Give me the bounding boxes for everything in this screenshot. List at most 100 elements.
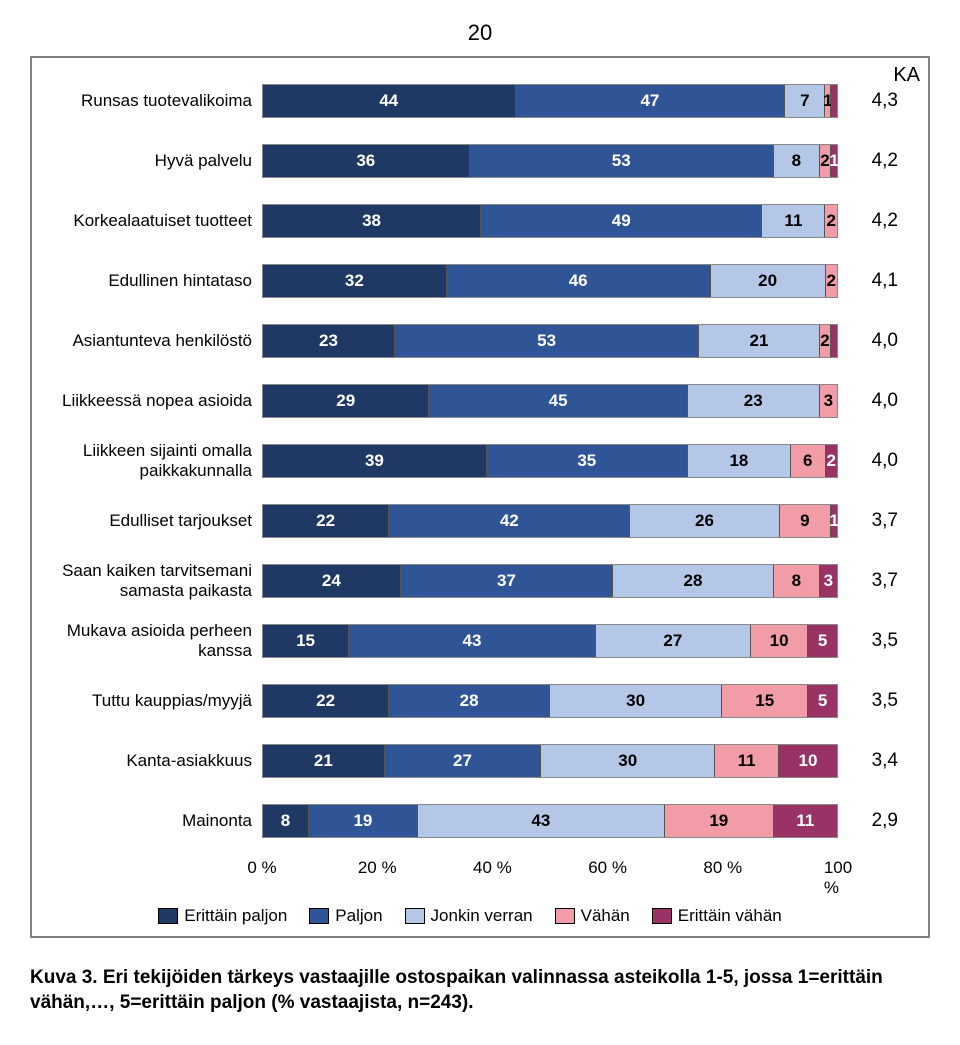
ka-value: 4,3 [838,90,898,112]
row-label: Runsas tuotevalikoima [42,91,262,111]
bar-track: 2127301110 [262,744,838,778]
legend-label: Erittäin paljon [184,906,287,926]
bar-segment: 38 [263,205,481,237]
page-number: 20 [30,20,930,46]
bar-segment: 18 [688,445,791,477]
bar-track: 819431911 [262,804,838,838]
ka-value: 4,2 [838,150,898,172]
row-label: Kanta-asiakkuus [42,751,262,771]
legend-label: Erittäin vähän [678,906,782,926]
legend-item: Erittäin vähän [652,906,782,926]
chart-row: Korkealaatuiset tuotteet38491124,2 [42,198,898,244]
bar-segment: 28 [613,565,774,597]
chart-row: Mainonta8194319112,9 [42,798,898,844]
chart-row: Edulliset tarjoukset224226913,7 [42,498,898,544]
bar-segment: 42 [389,505,630,537]
chart-row: Hyvä palvelu36538214,2 [42,138,898,184]
bar-track: 3246202 [262,264,838,298]
legend: Erittäin paljonPaljonJonkin verranVähänE… [42,906,898,926]
bar-segment: 3 [820,385,837,417]
legend-swatch [405,908,425,924]
bar-segment: 30 [541,745,715,777]
axis-tick: 100 % [824,858,852,898]
bar-segment: 26 [630,505,779,537]
bar-segment [831,325,837,357]
ka-value: 3,7 [838,570,898,592]
bar-segment: 27 [596,625,751,657]
bar-segment: 19 [309,805,418,837]
bar-segment: 47 [516,85,786,117]
axis-track: 0 %20 %40 %60 %80 %100 % [262,858,838,888]
ka-value: 4,0 [838,390,898,412]
chart-row: Edullinen hintataso32462024,1 [42,258,898,304]
bar-segment: 27 [385,745,542,777]
row-label: Edulliset tarjoukset [42,511,262,531]
bar-segment: 15 [722,685,808,717]
ka-value: 4,0 [838,450,898,472]
bar-segment: 1 [831,505,837,537]
bar-segment: 8 [774,565,820,597]
legend-item: Vähän [555,906,630,926]
bar-track: 222830155 [262,684,838,718]
ka-value: 2,9 [838,810,898,832]
axis-tick: 0 % [247,858,276,878]
legend-swatch [309,908,329,924]
row-label: Asiantunteva henkilöstö [42,331,262,351]
bar-segment: 53 [470,145,774,177]
chart-row: Liikkeessä nopea asioida29452334,0 [42,378,898,424]
legend-item: Erittäin paljon [158,906,287,926]
bar-segment: 21 [699,325,820,357]
bar-segment: 23 [263,325,395,357]
bar-segment: 5 [808,685,837,717]
chart-frame: KA Runsas tuotevalikoima4447714,3Hyvä pa… [30,56,930,938]
bar-segment: 11 [715,745,779,777]
bar-segment: 35 [487,445,688,477]
legend-swatch [555,908,575,924]
bar-segment: 1 [831,145,837,177]
bar-segment: 2 [820,325,831,357]
ka-value: 3,5 [838,630,898,652]
legend-item: Paljon [309,906,382,926]
chart-row: Runsas tuotevalikoima4447714,3 [42,78,898,124]
bar-segment: 37 [401,565,613,597]
bar-segment: 8 [263,805,309,837]
bar-segment: 53 [395,325,699,357]
chart-rows: Runsas tuotevalikoima4447714,3 Hyvä palve… [42,78,898,844]
ka-value: 3,7 [838,510,898,532]
chart-row: Saan kaiken tarvitsemani samasta paikast… [42,558,898,604]
bar-segment: 7 [785,85,825,117]
bar-segment: 10 [779,745,837,777]
bar-segment: 45 [429,385,687,417]
bar-segment: 11 [774,805,837,837]
bar-track: 24372883 [262,564,838,598]
row-label: Liikkeessä nopea asioida [42,391,262,411]
caption: Kuva 3. Eri tekijöiden tärkeys vastaajil… [30,966,930,1015]
axis-tick: 80 % [703,858,742,878]
bar-segment: 36 [263,145,470,177]
bar-segment: 23 [688,385,820,417]
bar-segment: 20 [711,265,826,297]
bar-track: 22422691 [262,504,838,538]
legend-label: Paljon [335,906,382,926]
row-label: Korkealaatuiset tuotteet [42,211,262,231]
chart-row: Mukava asioida perheen kanssa1543271053,… [42,618,898,664]
bar-segment: 30 [550,685,722,717]
bar-segment: 9 [780,505,832,537]
chart-row: Liikkeen sijainti omalla paikkakunnalla3… [42,438,898,484]
bar-segment: 11 [762,205,825,237]
bar-segment: 19 [665,805,774,837]
bar-track: 154327105 [262,624,838,658]
bar-segment: 3 [820,565,837,597]
row-label: Mainonta [42,811,262,831]
bar-segment: 21 [263,745,385,777]
legend-label: Vähän [581,906,630,926]
legend-swatch [652,908,672,924]
bar-segment: 39 [263,445,487,477]
chart-row: Kanta-asiakkuus21273011103,4 [42,738,898,784]
bar-segment: 2 [826,445,837,477]
bar-segment: 43 [349,625,596,657]
bar-segment: 8 [774,145,820,177]
bar-segment: 49 [481,205,762,237]
bar-segment: 6 [791,445,825,477]
ka-value: 4,0 [838,330,898,352]
